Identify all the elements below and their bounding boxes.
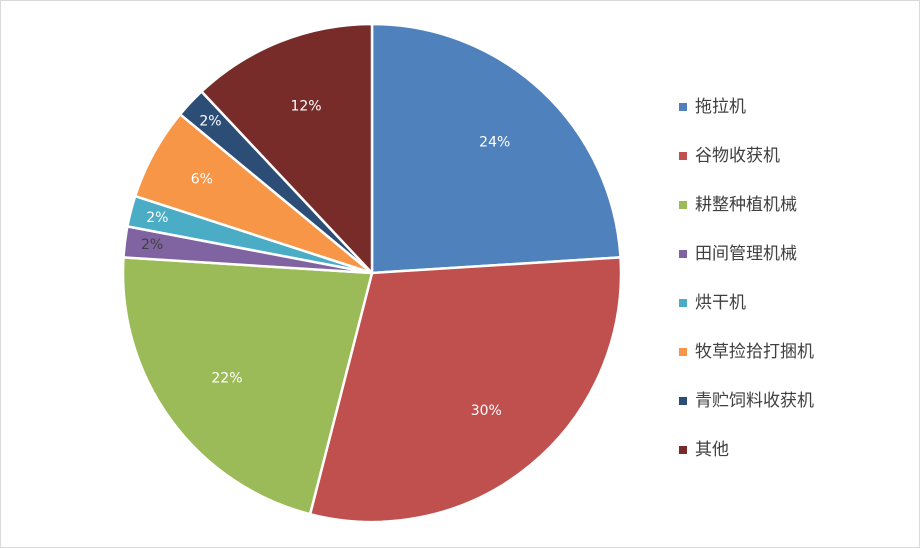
legend-swatch: [679, 299, 687, 307]
legend-item-7: 青贮饲料收获机: [679, 389, 899, 438]
legend-swatch: [679, 103, 687, 111]
pie-slice-3: [121, 256, 374, 516]
legend-label: 其他: [695, 440, 729, 460]
legend-item-8: 其他: [679, 438, 899, 487]
slice-label-5: 2%: [146, 210, 168, 226]
legend-label: 青贮饲料收获机: [695, 391, 814, 411]
legend-label: 谷物收获机: [695, 146, 780, 166]
slice-label-2: 30%: [471, 403, 502, 419]
legend-swatch: [679, 446, 687, 454]
legend-swatch: [679, 348, 687, 356]
legend-swatch: [679, 152, 687, 160]
legend-item-6: 牧草捡拾打捆机: [679, 340, 899, 389]
pie-slice-1: [370, 22, 622, 275]
slice-label-6: 6%: [191, 171, 213, 187]
legend-label: 烘干机: [695, 293, 746, 313]
legend-item-5: 烘干机: [679, 291, 899, 340]
legend-label: 田间管理机械: [695, 244, 797, 264]
legend-item-2: 谷物收获机: [679, 144, 899, 193]
legend: 拖拉机谷物收获机耕整种植机械 田间管理机械 烘干机牧草捡拾打捆机 青贮饲料收获机 其他: [679, 95, 899, 487]
slice-label-8: 12%: [290, 98, 321, 114]
slice-label-3: 22%: [211, 370, 242, 386]
legend-label: 牧草捡拾打捆机: [695, 342, 814, 362]
slice-label-7: 2%: [199, 113, 221, 129]
pie-slice-2: [308, 256, 623, 524]
legend-item-1: 拖拉机: [679, 95, 899, 144]
legend-item-3: 耕整种植机械: [679, 193, 899, 242]
slice-label-4: 2%: [141, 237, 163, 253]
slice-label-1: 24%: [479, 134, 510, 150]
legend-swatch: [679, 250, 687, 258]
legend-swatch: [679, 397, 687, 405]
legend-item-4: 田间管理机械: [679, 242, 899, 291]
pie-slice-8: [200, 22, 374, 275]
legend-swatch: [679, 201, 687, 209]
legend-label: 耕整种植机械: [695, 195, 797, 215]
legend-label: 拖拉机: [695, 97, 746, 117]
